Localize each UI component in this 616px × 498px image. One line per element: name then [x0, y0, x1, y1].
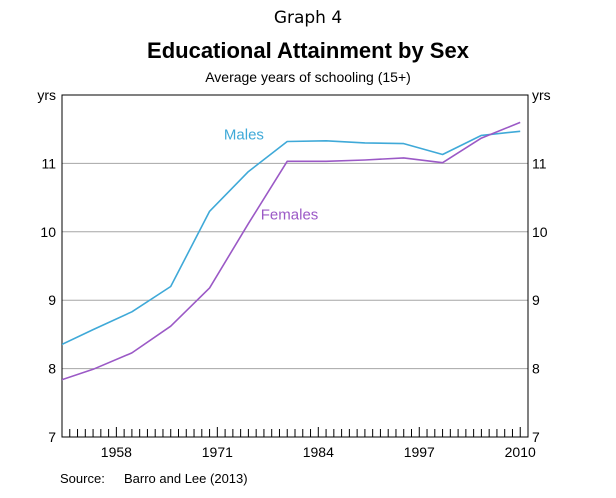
- y-unit-left: yrs: [37, 87, 56, 103]
- y-tick-label-left: 8: [48, 361, 56, 377]
- y-tick-label-right: 11: [532, 155, 547, 171]
- x-tick-label: 1984: [303, 444, 334, 460]
- y-tick-label-right: 9: [532, 292, 540, 308]
- source-text: Barro and Lee (2013): [124, 471, 248, 486]
- x-tick-label: 1958: [101, 444, 132, 460]
- x-tick-label: 1971: [202, 444, 233, 460]
- source-label: Source:: [60, 471, 105, 486]
- x-tick-label: 1997: [404, 444, 435, 460]
- y-tick-label-left: 9: [48, 292, 56, 308]
- series-line-females: [62, 121, 521, 381]
- y-tick-label-left: 7: [48, 429, 56, 445]
- y-tick-label-left: 11: [41, 155, 56, 171]
- series-label-males: Males: [224, 126, 264, 143]
- y-tick-label-left: 10: [40, 224, 56, 240]
- y-tick-label-right: 7: [532, 429, 540, 445]
- chart-subtitle: Average years of schooling (15+): [205, 69, 411, 85]
- series-line-males: [62, 130, 521, 346]
- y-unit-right: yrs: [532, 87, 551, 103]
- x-tick-label: 2010: [505, 444, 536, 460]
- y-tick-label-right: 10: [532, 224, 548, 240]
- source-note: Source: Barro and Lee (2013): [60, 471, 248, 486]
- y-tick-label-right: 8: [532, 361, 540, 377]
- graph-number: Graph 4: [273, 8, 343, 28]
- series-label-females: Females: [261, 206, 319, 223]
- chart-title: Educational Attainment by Sex: [147, 38, 469, 63]
